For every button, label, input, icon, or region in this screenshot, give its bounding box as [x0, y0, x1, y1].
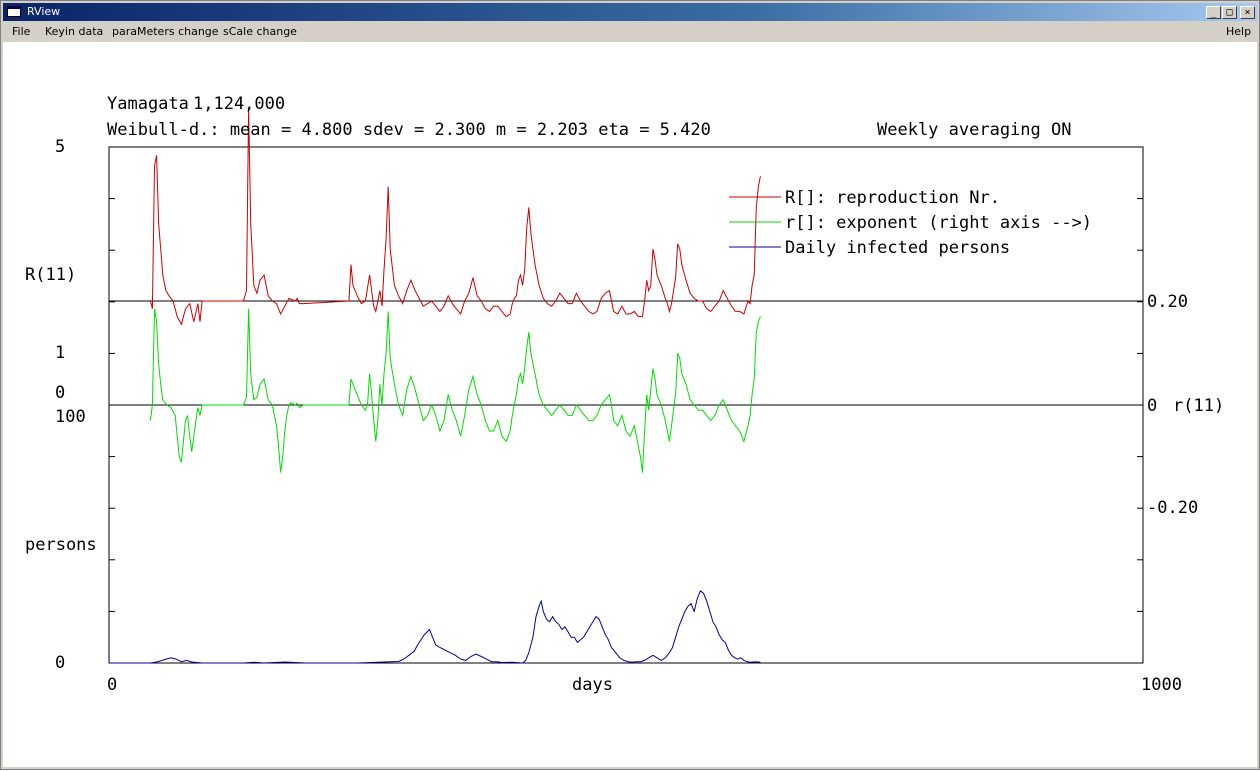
- legend-label-r: r[]: exponent (right axis -->): [785, 213, 1092, 233]
- right-axis-label-r: r(11): [1173, 396, 1224, 416]
- menu-help[interactable]: Help: [1226, 25, 1252, 38]
- menu-bar: File Keyin data paraMeters change sCale …: [3, 22, 1257, 41]
- series-line-r: [149, 308, 761, 473]
- chart-area: Yamagata 1,124,000 Weibull-d.: mean = 4.…: [3, 42, 1257, 767]
- left-tick-label-R-0: 0: [55, 383, 65, 403]
- menu-scale-change[interactable]: sCale change: [223, 25, 297, 38]
- window-title: RView: [27, 5, 61, 18]
- x-tick-label-1000: 1000: [1141, 675, 1182, 695]
- title-bar[interactable]: RView _ □ ×: [3, 3, 1257, 21]
- region-name: Yamagata: [107, 94, 189, 114]
- left-axis-label-daily: persons: [25, 535, 97, 555]
- menu-keyin-data[interactable]: Keyin data: [45, 25, 104, 38]
- right-tick-label-neg-0.20: -0.20: [1147, 498, 1198, 518]
- x-axis-label: days: [572, 675, 613, 695]
- series-line-R: [149, 108, 761, 326]
- menu-file[interactable]: File: [12, 25, 31, 38]
- close-icon: ×: [1244, 7, 1251, 18]
- left-tick-label-daily-0: 0: [55, 653, 65, 673]
- averaging-status: Weekly averaging ON: [877, 120, 1071, 140]
- series-line-daily: [109, 589, 761, 664]
- left-tick-label-R-5: 5: [55, 137, 65, 157]
- chart-svg: Yamagata 1,124,000 Weibull-d.: mean = 4.…: [25, 94, 1224, 695]
- minimize-icon: _: [1210, 7, 1217, 18]
- right-tick-label-0: 0: [1147, 396, 1157, 416]
- left-tick-label-R-1: 1: [55, 343, 65, 363]
- legend-label-daily: Daily infected persons: [785, 238, 1010, 258]
- maximize-button[interactable]: □: [1222, 6, 1237, 19]
- weibull-parameters: Weibull-d.: mean = 4.800 sdev = 2.300 m …: [107, 120, 711, 140]
- left-axis-label-R: R(11): [25, 265, 76, 285]
- right-tick-label-0.20: 0.20: [1147, 292, 1188, 312]
- minimize-button[interactable]: _: [1206, 6, 1221, 19]
- maximize-icon: □: [1226, 7, 1233, 18]
- menu-parameters-change[interactable]: paraMeters change: [112, 25, 219, 38]
- x-tick-label-0: 0: [107, 675, 117, 695]
- legend-label-R: R[]: reproduction Nr.: [785, 188, 1000, 208]
- close-button[interactable]: ×: [1240, 6, 1255, 19]
- left-tick-label-daily-100: 100: [55, 407, 86, 427]
- window-app-icon: [7, 6, 21, 17]
- population: 1,124,000: [193, 94, 285, 114]
